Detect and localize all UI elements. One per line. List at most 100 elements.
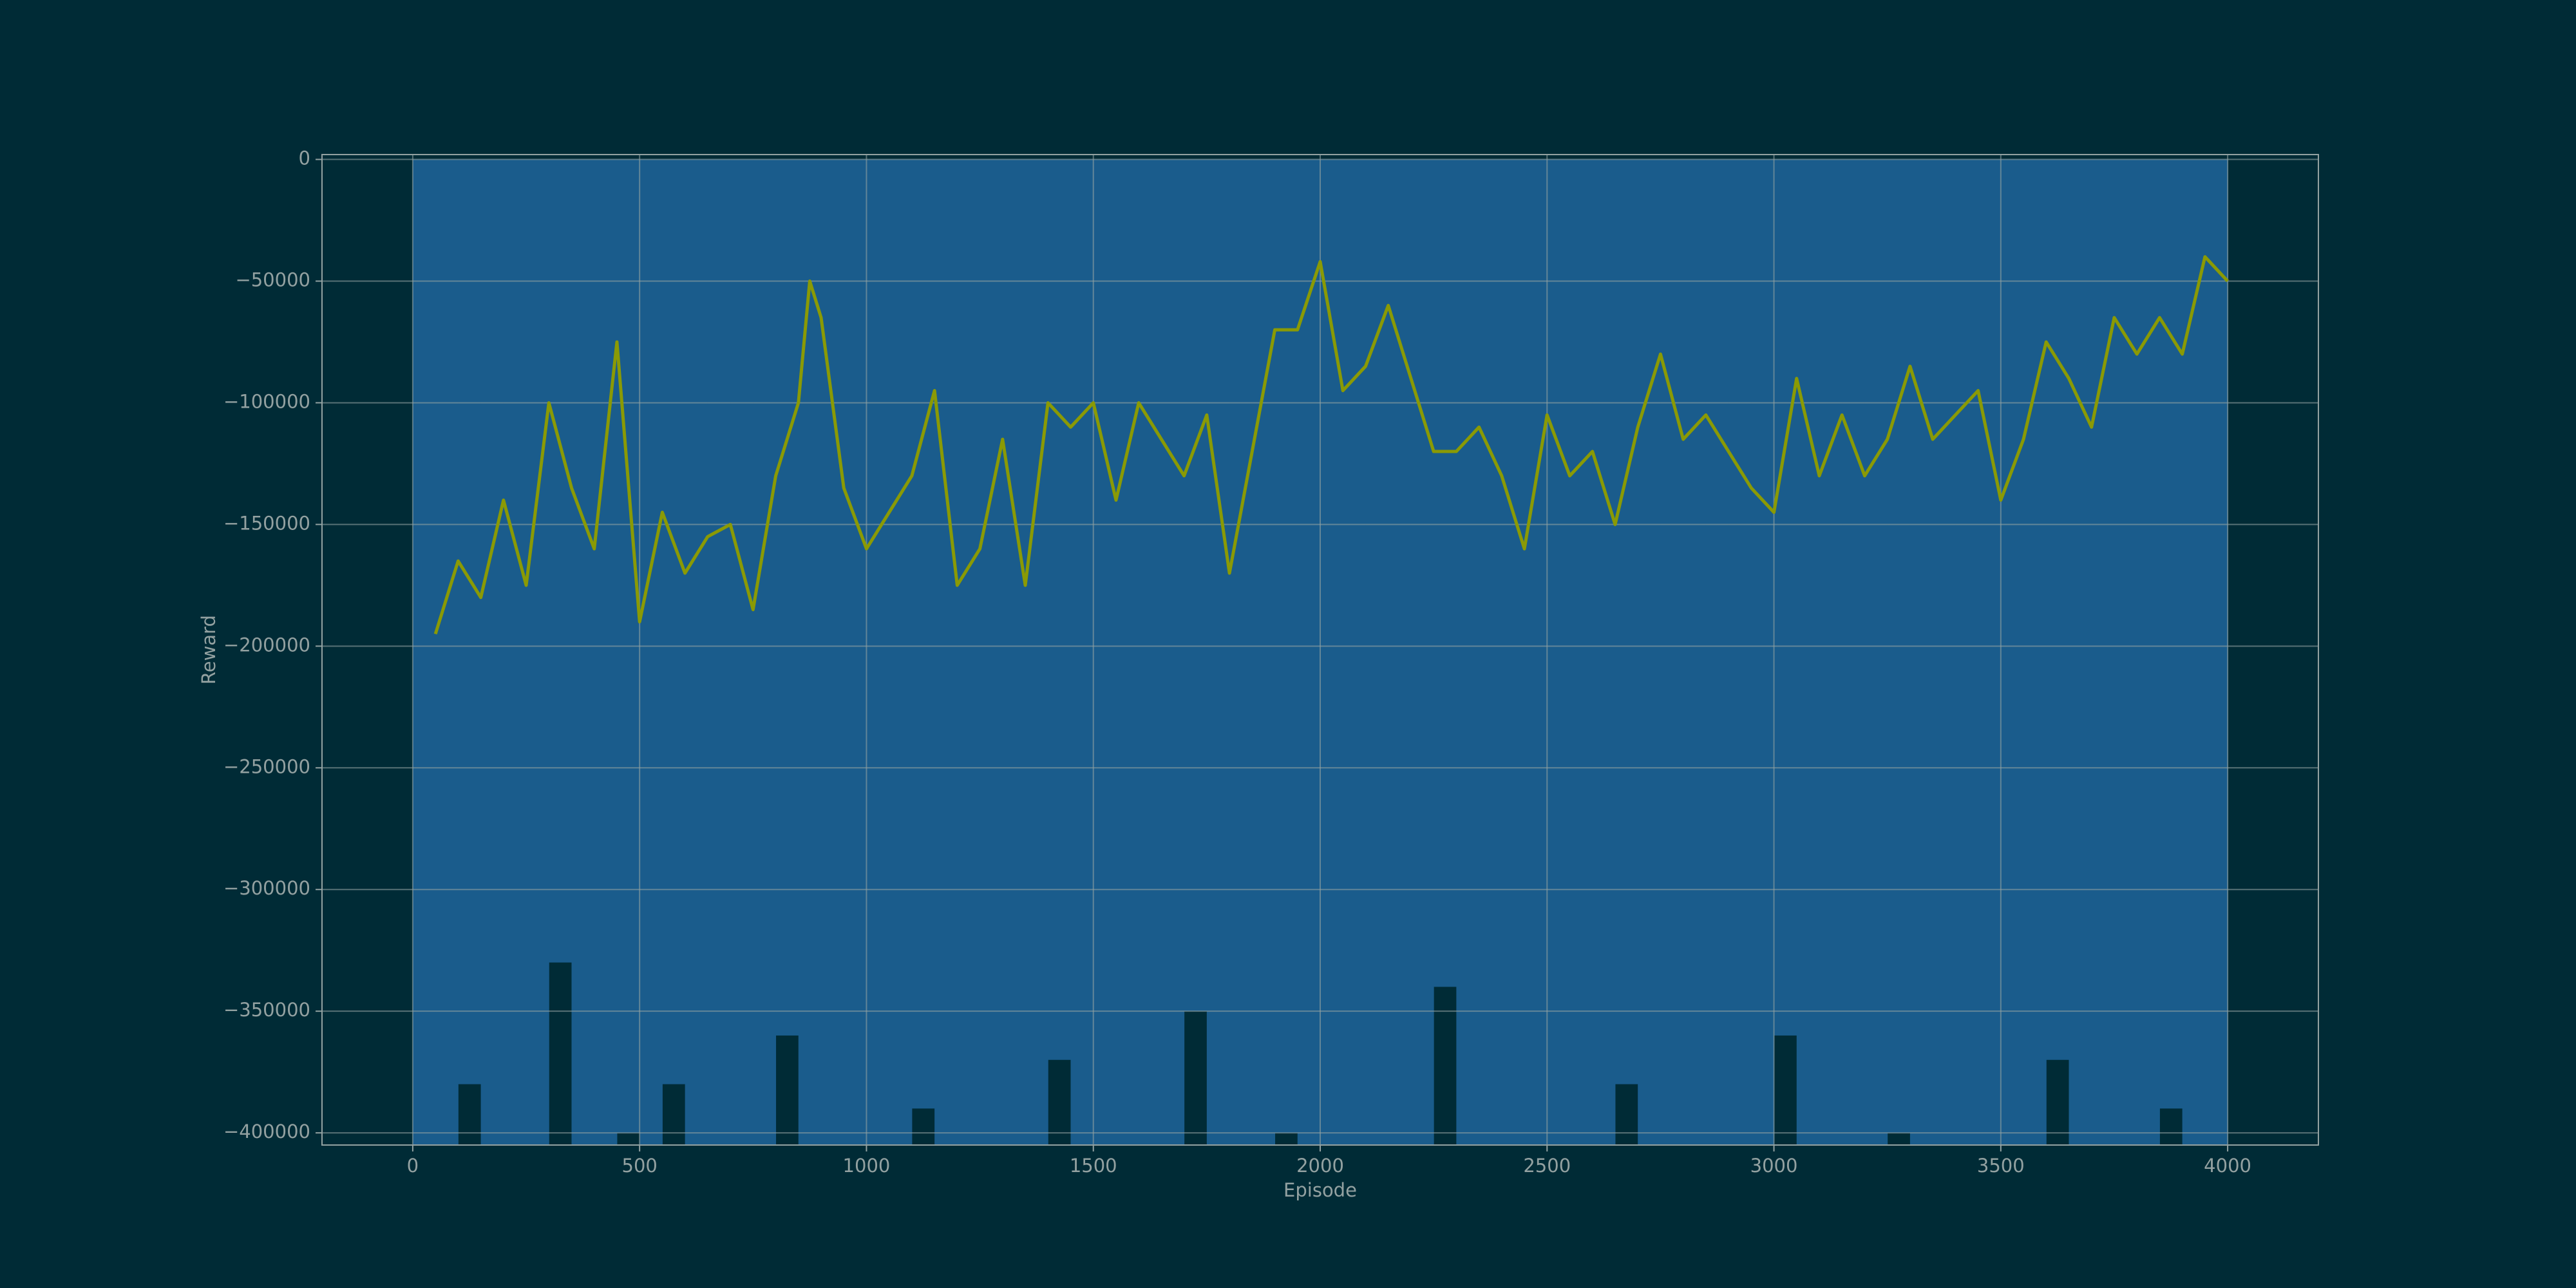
- axis-layer: 0 −50000 −100000 −150000 −200000 −250000 −3000…: [223, 147, 2251, 1177]
- bar: [1933, 159, 1956, 1145]
- x-tick-label: 2000: [1296, 1155, 1344, 1177]
- bar: [1955, 159, 1979, 1145]
- bar: [707, 159, 731, 1145]
- bar: [1115, 159, 1139, 1145]
- bar: [1434, 159, 1457, 987]
- y-tick-label: −350000: [223, 999, 310, 1021]
- bar: [1592, 159, 1616, 1145]
- moving-average-line: [433, 255, 2229, 635]
- bar: [980, 159, 1003, 1145]
- bar: [1728, 159, 1752, 1145]
- bar: [685, 159, 708, 1145]
- bar: [1547, 159, 1570, 1145]
- y-tick-label: −300000: [223, 877, 310, 899]
- y-tick-label: −250000: [223, 755, 310, 777]
- bar: [2204, 159, 2228, 1145]
- x-tick-label: 0: [407, 1155, 419, 1177]
- bar: [1297, 159, 1321, 1145]
- y-tick-label: 0: [299, 147, 310, 169]
- y-tick-label: −50000: [235, 269, 310, 291]
- bar: [1070, 159, 1094, 1145]
- bar: [1002, 159, 1026, 1145]
- bar: [435, 159, 459, 1145]
- bar: [2046, 159, 2069, 1060]
- grid-layer: [322, 155, 2318, 1145]
- bar: [1774, 159, 1797, 1036]
- bar: [1705, 159, 1729, 1145]
- x-tick-label: 1500: [1070, 1155, 1117, 1177]
- y-tick-label: −100000: [223, 390, 310, 412]
- bar: [1909, 159, 1933, 1145]
- bar: [1048, 159, 1071, 1060]
- x-tick-label: 4000: [2204, 1155, 2251, 1177]
- bar: [571, 159, 595, 1145]
- y-tick-label: −200000: [223, 634, 310, 656]
- bar: [1501, 159, 1525, 1145]
- bar: [549, 159, 572, 963]
- bar: [1139, 159, 1162, 1145]
- bar: [1093, 159, 1117, 1145]
- bar: [2182, 159, 2206, 1145]
- bar: [1206, 159, 1230, 1145]
- bar: [1683, 159, 1707, 1145]
- y-tick-label: −400000: [223, 1121, 310, 1142]
- y-tick-label: −150000: [223, 512, 310, 534]
- bar: [2069, 159, 2092, 1145]
- x-tick-label: 3500: [1977, 1155, 2025, 1177]
- bar: [639, 159, 663, 1145]
- bar: [1842, 159, 1865, 1145]
- bar: [1569, 159, 1593, 1145]
- bar: [2091, 159, 2115, 1145]
- bar: [594, 159, 618, 1145]
- bar: [1796, 159, 1820, 1145]
- bar: [662, 159, 686, 1084]
- bar: [798, 159, 822, 1145]
- y-axis-label: Reward: [198, 615, 220, 685]
- bar: [1252, 159, 1276, 1145]
- bar: [1751, 159, 1775, 1145]
- bar: [1978, 159, 2002, 1145]
- bar: [1479, 159, 1502, 1145]
- bar: [2023, 159, 2047, 1145]
- bar: [866, 159, 890, 1145]
- bar: [480, 159, 504, 1145]
- bar: [753, 159, 777, 1145]
- bar: [1229, 159, 1253, 1145]
- line-layer: [433, 255, 2229, 635]
- bar: [458, 159, 482, 1084]
- bar: [1343, 159, 1366, 1145]
- bar: [934, 159, 958, 1145]
- x-tick-label: 1000: [843, 1155, 891, 1177]
- bar: [957, 159, 981, 1145]
- bar: [1184, 159, 1208, 1012]
- bar: [1615, 159, 1638, 1084]
- bar: [2000, 159, 2024, 1145]
- bar: [503, 159, 527, 1145]
- bar: [1638, 159, 1661, 1145]
- bar: [889, 159, 913, 1145]
- x-tick-label: 3000: [1750, 1155, 1798, 1177]
- x-axis-label: Episode: [1283, 1179, 1357, 1201]
- bar: [1864, 159, 1888, 1145]
- bar: [821, 159, 844, 1145]
- bar: [1410, 159, 1434, 1145]
- bar: [730, 159, 753, 1145]
- bar: [1161, 159, 1185, 1145]
- bar: [1819, 159, 1842, 1145]
- x-tick-label: 2500: [1523, 1155, 1571, 1177]
- bar: [1025, 159, 1048, 1145]
- bar: [844, 159, 867, 1145]
- bar: [1524, 159, 1548, 1145]
- bar: [1388, 159, 1412, 1145]
- bar: [1365, 159, 1389, 1145]
- bar: [911, 159, 935, 1109]
- bar: [526, 159, 549, 1145]
- bar: [412, 159, 436, 1145]
- bar: [2159, 159, 2183, 1109]
- x-tick-label: 500: [622, 1155, 658, 1177]
- bar: [1660, 159, 1684, 1145]
- bar: [775, 159, 799, 1036]
- bar: [1456, 159, 1480, 1145]
